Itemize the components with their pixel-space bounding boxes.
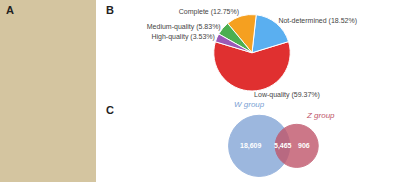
svg-text:18,609: 18,609 <box>240 142 262 150</box>
svg-text:Not-determined (18.52%): Not-determined (18.52%) <box>278 17 357 25</box>
svg-text:5,465: 5,465 <box>274 142 292 150</box>
svg-text:High-quality (3.53%): High-quality (3.53%) <box>151 33 214 41</box>
svg-text:906: 906 <box>298 142 310 149</box>
svg-text:B: B <box>106 4 114 16</box>
svg-text:Complete (12.75%): Complete (12.75%) <box>179 8 239 16</box>
svg-text:C: C <box>106 104 114 116</box>
svg-text:A: A <box>6 4 14 16</box>
svg-text:Medium-quality (5.83%): Medium-quality (5.83%) <box>147 23 221 31</box>
svg-text:Z group: Z group <box>306 111 335 120</box>
svg-text:Low-quality (59.37%): Low-quality (59.37%) <box>254 91 320 99</box>
svg-text:W group: W group <box>234 100 265 109</box>
